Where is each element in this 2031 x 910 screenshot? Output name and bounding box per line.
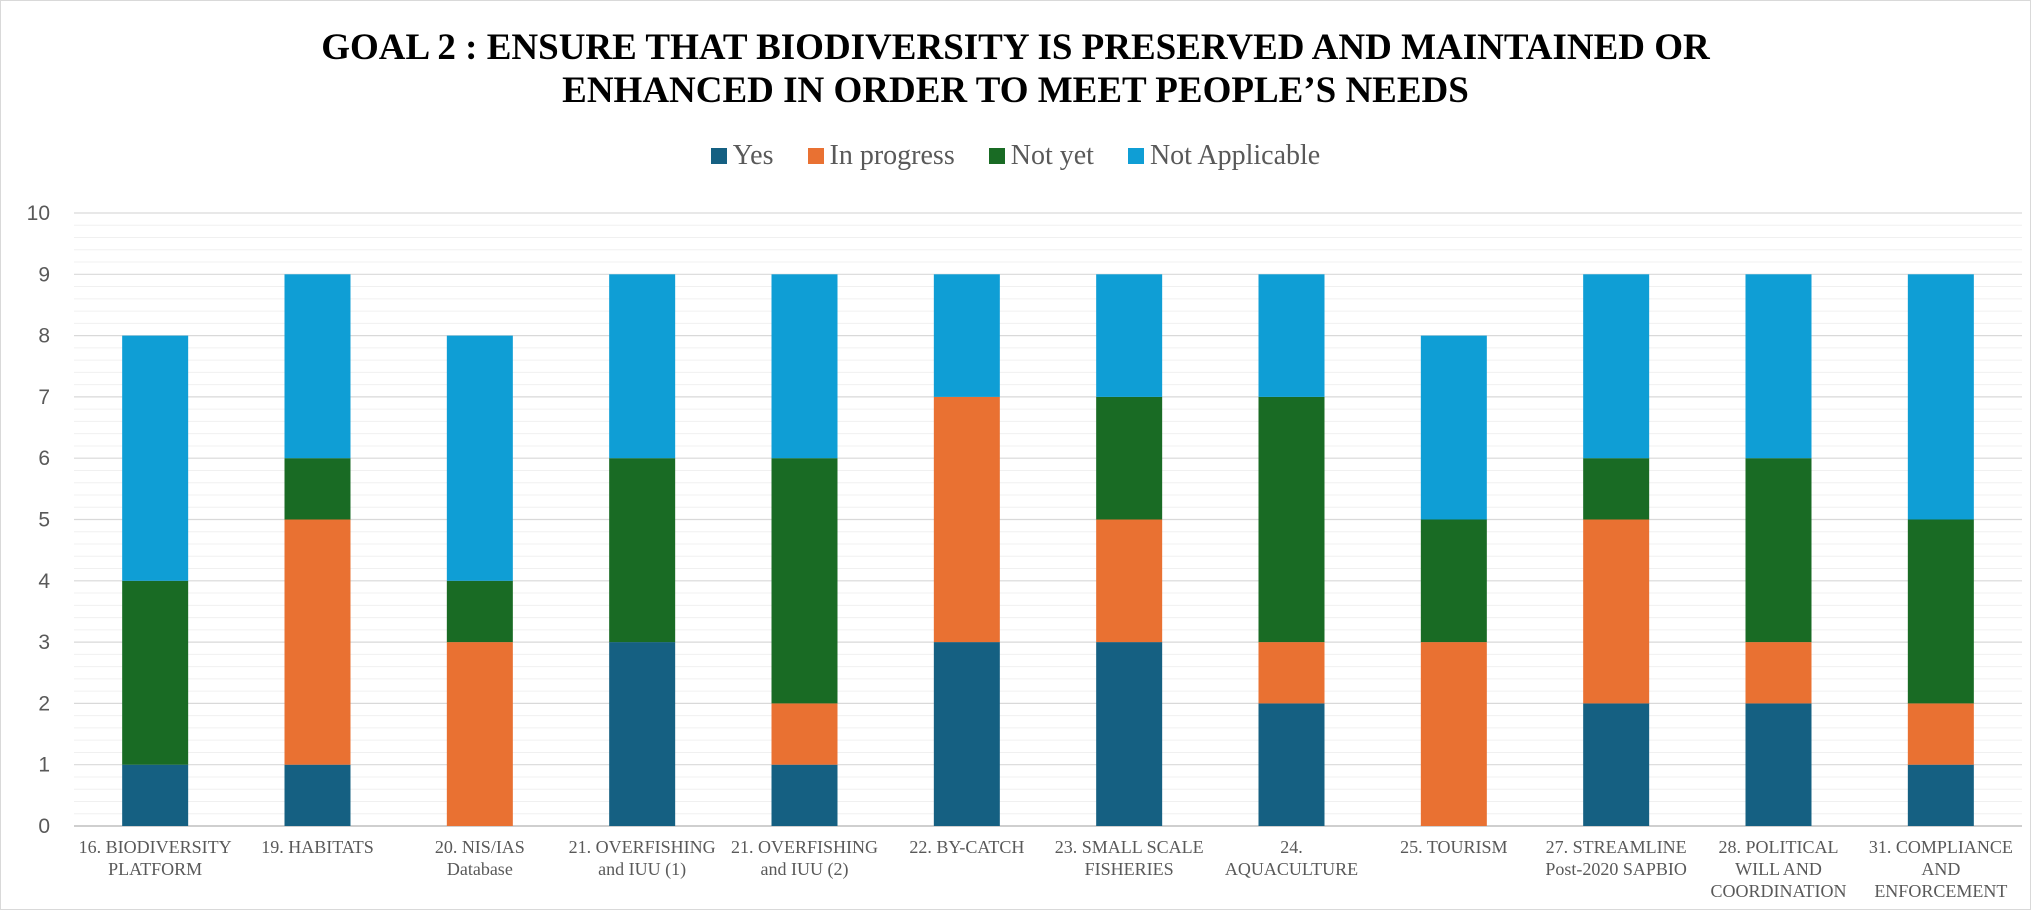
bar-segment-not-yet [771, 458, 838, 704]
chart-title-line-1: GOAL 2 : ENSURE THAT BIODIVERSITY IS PRE… [321, 27, 1710, 68]
legend-swatch-not-yet [988, 148, 1005, 164]
y-axis-ticks: 0 1 2 3 4 5 6 7 8 9 10 [27, 202, 51, 838]
bar-segment-not-yet [1258, 396, 1325, 643]
bar-segment-not-yet [446, 580, 513, 643]
x-category-label: 25. TOURISM [1400, 837, 1507, 857]
y-tick-label: 3 [38, 631, 50, 654]
bar-segment-not-applicable [1420, 335, 1487, 520]
legend-label-in-progress: In progress [829, 140, 955, 171]
chart-legend: Yes In progress Not yet Not Applicable [0, 140, 2031, 172]
y-tick-label: 0 [38, 815, 50, 838]
bar-segment-in-progress [1583, 519, 1650, 704]
bar-segment-not-applicable [284, 274, 351, 459]
bar-segment-in-progress [446, 642, 513, 826]
bars [122, 274, 1974, 826]
bar-segment-not-yet [1420, 519, 1487, 643]
bar-segment-not-yet [1907, 519, 1974, 704]
bar-segment-yes [122, 764, 189, 826]
y-tick-label: 6 [38, 447, 50, 470]
bar-segment-not-applicable [771, 274, 838, 459]
x-category-label: 28. POLITICAL WILL AND COORDINATION [1711, 837, 1847, 901]
bar-segment-not-applicable [122, 335, 189, 581]
x-category-label: 21. OVERFISHING and IUU (1) [569, 837, 716, 880]
legend-item-in-progress: In progress [807, 140, 955, 172]
bar-segment-yes [609, 642, 676, 826]
bar-segment-not-yet [1096, 396, 1163, 520]
gridlines [74, 212, 2022, 827]
bar-segment-yes [284, 764, 351, 826]
bar-segment-in-progress [1745, 642, 1812, 704]
legend-label-not-yet: Not yet [1010, 140, 1094, 171]
chart-title-line-2: ENHANCED IN ORDER TO MEET PEOPLE’S NEEDS [562, 70, 1469, 111]
bar-segment-yes [1907, 764, 1974, 826]
bar-segment-not-applicable [933, 274, 1000, 397]
bar-segment-not-yet [284, 458, 351, 520]
legend-label-not-applicable: Not Applicable [1149, 140, 1321, 171]
y-tick-label: 4 [38, 570, 50, 593]
bar-segment-not-applicable [1096, 274, 1163, 397]
bar-segment-in-progress [1258, 642, 1325, 704]
bar-segment-in-progress [1907, 703, 1974, 765]
y-tick-label: 2 [38, 692, 50, 715]
bar-segment-not-applicable [1583, 274, 1650, 459]
legend-item-yes: Yes [710, 140, 774, 172]
chart-title: GOAL 2 : ENSURE THAT BIODIVERSITY IS PRE… [0, 26, 2031, 112]
bar-segment-not-yet [609, 458, 676, 643]
bar-segment-not-applicable [1258, 274, 1325, 397]
y-tick-label: 1 [38, 754, 50, 777]
x-category-label: 24. AQUACULTURE [1225, 837, 1358, 879]
bar-segment-yes [1583, 703, 1650, 826]
bar-segment-yes [1258, 703, 1325, 826]
y-tick-label: 10 [27, 202, 50, 225]
bar-segment-in-progress [284, 519, 351, 765]
bar-segment-in-progress [1096, 519, 1163, 643]
bar-segment-not-applicable [1745, 274, 1812, 459]
bar-segment-yes [771, 764, 838, 826]
x-category-label: 23. SMALL SCALE FISHERIES [1055, 837, 1204, 879]
bar-segment-not-yet [1745, 458, 1812, 643]
y-tick-label: 9 [38, 263, 50, 286]
y-tick-label: 7 [38, 386, 50, 409]
bar-segment-yes [933, 642, 1000, 826]
x-category-label: 19. HABITATS [261, 837, 374, 857]
bar-segment-not-applicable [1907, 274, 1974, 520]
x-category-label: 27. STREAMLINE Post-2020 SAPBIO [1545, 837, 1687, 879]
bar-segment-in-progress [1420, 642, 1487, 826]
x-category-label: 22. BY-CATCH [909, 837, 1024, 857]
x-axis-labels: 16. BIODIVERSITY PLATFORM 19. HABITATS 20. … [79, 837, 2013, 901]
legend-swatch-yes [710, 148, 727, 164]
bar-segment-in-progress [933, 396, 1000, 643]
bar-segment-not-yet [122, 580, 189, 765]
x-category-label: 31. COMPLIANCE AND ENFORCEMENT [1869, 837, 2013, 901]
legend-swatch-not-applicable [1127, 148, 1144, 164]
bar-segment-yes [1745, 703, 1812, 826]
bar-segment-not-yet [1583, 458, 1650, 520]
y-tick-label: 8 [38, 325, 50, 348]
bar-segment-yes [1096, 642, 1163, 826]
legend-item-not-applicable: Not Applicable [1127, 140, 1321, 172]
legend-swatch-in-progress [807, 148, 824, 164]
x-category-label: 21. OVERFISHING and IUU (2) [731, 837, 878, 880]
bar-segment-not-applicable [446, 335, 513, 581]
bar-segment-not-applicable [609, 274, 676, 459]
legend-item-not-yet: Not yet [988, 140, 1094, 172]
y-tick-label: 5 [38, 509, 50, 532]
x-category-label: 20. NIS/IAS Database [435, 837, 525, 879]
x-category-label: 16. BIODIVERSITY PLATFORM [79, 837, 232, 879]
bar-segment-in-progress [771, 703, 838, 765]
legend-label-yes: Yes [732, 140, 774, 171]
